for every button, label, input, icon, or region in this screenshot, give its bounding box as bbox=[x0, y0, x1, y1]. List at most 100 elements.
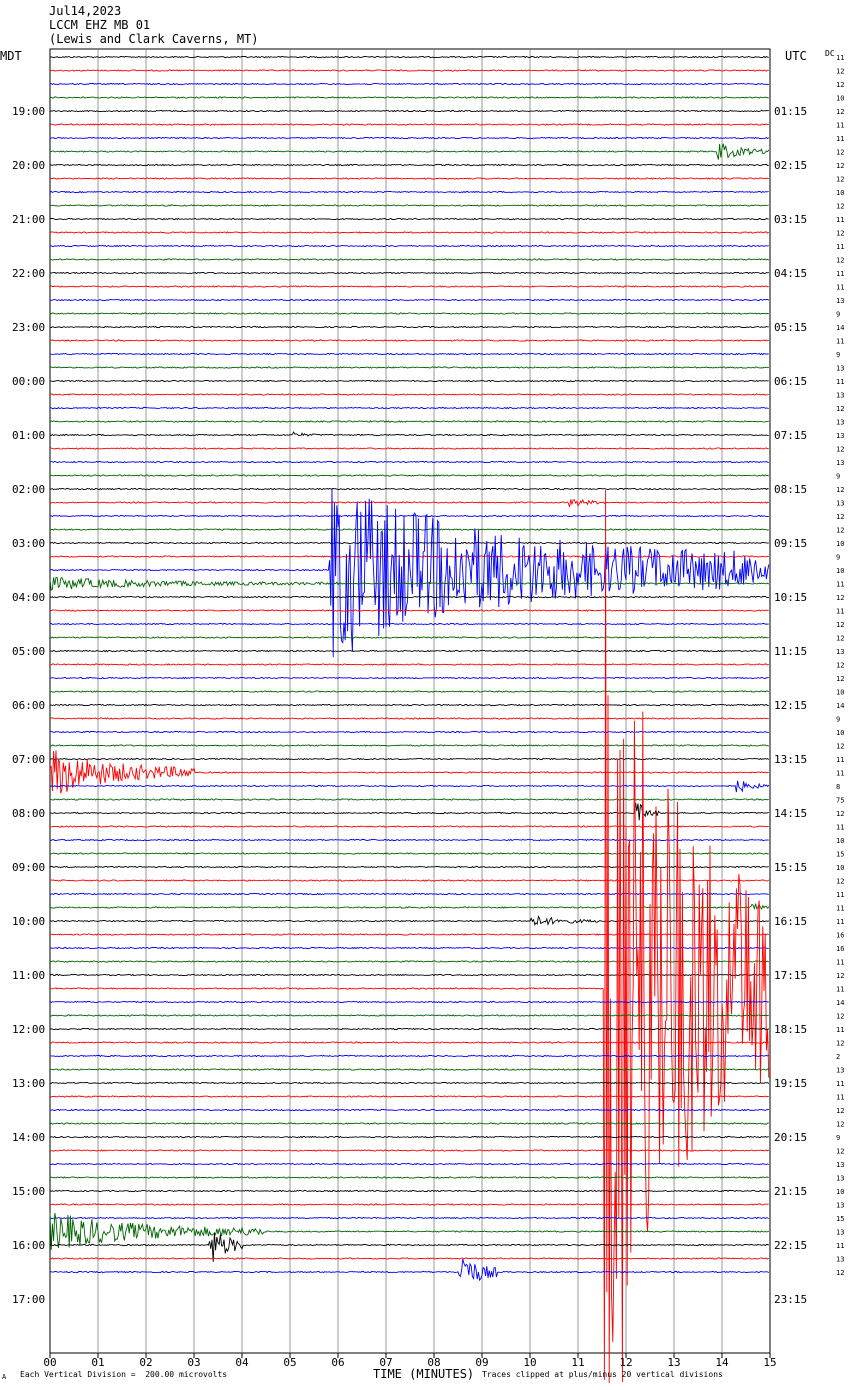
trace-line bbox=[49, 1014, 770, 1017]
dc-offset-value: 12 bbox=[836, 1040, 844, 1048]
dc-offset-value: 13 bbox=[836, 1256, 844, 1264]
dc-offset-value: 14 bbox=[836, 999, 844, 1007]
left-hour-label: 16:00 bbox=[12, 1239, 45, 1252]
dc-offset-value: 12 bbox=[836, 878, 844, 886]
dc-offset-value: 9 bbox=[836, 554, 840, 562]
left-hour-label: 04:00 bbox=[12, 591, 45, 604]
dc-offset-value: 12 bbox=[836, 810, 844, 818]
dc-offset-value: 13 bbox=[836, 500, 844, 508]
right-timezone-label: UTC bbox=[785, 49, 807, 63]
trace-line bbox=[49, 1027, 770, 1031]
trace-line bbox=[49, 973, 769, 977]
dc-offset-value: 11 bbox=[836, 216, 844, 224]
dc-offset-value: 12 bbox=[836, 621, 844, 629]
trace-line bbox=[50, 879, 770, 882]
dc-offset-value: 12 bbox=[836, 162, 844, 170]
trace-line bbox=[49, 1257, 770, 1260]
left-hour-label: 02:00 bbox=[12, 483, 45, 496]
trace-line bbox=[50, 802, 769, 821]
right-hour-label: 06:15 bbox=[774, 375, 807, 388]
trace-line bbox=[49, 204, 769, 207]
dc-offset-value: 14 bbox=[836, 702, 844, 710]
dc-offset-value: 16 bbox=[836, 932, 844, 940]
trace-line bbox=[49, 744, 769, 747]
trace-line bbox=[49, 217, 769, 221]
right-hour-label: 19:15 bbox=[774, 1077, 807, 1090]
left-hour-label: 12:00 bbox=[12, 1023, 45, 1036]
left-hour-label: 09:00 bbox=[12, 861, 45, 874]
right-hour-label: 08:15 bbox=[774, 483, 807, 496]
trace-line bbox=[49, 366, 769, 369]
trace-line bbox=[49, 933, 770, 936]
dc-offset-value: 11 bbox=[836, 135, 844, 143]
left-hour-label: 11:00 bbox=[12, 969, 45, 982]
dc-offset-value: 12 bbox=[836, 446, 844, 454]
dc-offset-value: 11 bbox=[836, 905, 844, 913]
dc-offset-value: 9 bbox=[836, 473, 840, 481]
x-tick-label: 15 bbox=[763, 1356, 776, 1369]
trace-line bbox=[49, 892, 769, 896]
trace-line bbox=[49, 55, 769, 59]
dc-offset-value: 9 bbox=[836, 351, 840, 359]
trace-line bbox=[49, 447, 769, 450]
right-hour-label: 17:15 bbox=[774, 969, 807, 982]
trace-line bbox=[49, 352, 769, 356]
dc-offset-value: 2 bbox=[836, 1053, 840, 1061]
trace-line bbox=[49, 190, 769, 194]
trace-line bbox=[49, 1000, 769, 1004]
x-tick-label: 13 bbox=[667, 1356, 680, 1369]
dc-offset-value: 9 bbox=[836, 1134, 840, 1142]
trace-line bbox=[49, 649, 769, 653]
right-hour-label: 20:15 bbox=[774, 1131, 807, 1144]
right-hour-label: 09:15 bbox=[774, 537, 807, 550]
x-tick-label: 10 bbox=[523, 1356, 536, 1369]
dc-offset-value: 11 bbox=[836, 378, 844, 386]
left-hour-label: 19:00 bbox=[12, 105, 45, 118]
dc-offset-value: 9 bbox=[836, 716, 840, 724]
dc-offset-value: 10 bbox=[836, 540, 844, 548]
dc-offset-value: 13 bbox=[836, 1161, 844, 1169]
dc-offset-value: 13 bbox=[836, 1202, 844, 1210]
dc-offset-value: 12 bbox=[836, 203, 844, 211]
trace-line bbox=[49, 609, 769, 612]
station-code: LCCM EHZ MB 01 bbox=[49, 18, 151, 32]
trace-line bbox=[49, 1095, 769, 1098]
dc-offset-value: 11 bbox=[836, 54, 844, 62]
dc-offset-value: 12 bbox=[836, 68, 844, 76]
dc-offset-value: 12 bbox=[836, 108, 844, 116]
x-tick-label: 09 bbox=[475, 1356, 488, 1369]
trace-line bbox=[49, 109, 769, 113]
trace-line bbox=[49, 420, 769, 423]
trace-line bbox=[49, 406, 769, 410]
trace-line bbox=[49, 1068, 770, 1071]
trace-line bbox=[49, 339, 769, 342]
dc-offset-value: 10 bbox=[836, 189, 844, 197]
station-location: (Lewis and Clark Caverns, MT) bbox=[49, 32, 259, 46]
dc-offset-value: 12 bbox=[836, 1148, 844, 1156]
trace-line bbox=[49, 431, 769, 437]
dc-offset-value: 13 bbox=[836, 459, 844, 467]
trace-line bbox=[49, 82, 769, 86]
dc-offset-value: 10 bbox=[836, 567, 844, 575]
trace-line bbox=[49, 1216, 769, 1220]
trace-line bbox=[49, 143, 770, 160]
left-hour-label: 10:00 bbox=[12, 915, 45, 928]
trace-line bbox=[49, 541, 769, 545]
dc-offset-value: 11 bbox=[836, 1094, 844, 1102]
dc-offset-value: 10 bbox=[836, 689, 844, 697]
trace-line bbox=[49, 663, 770, 666]
dc-offset-value: 14 bbox=[836, 324, 844, 332]
dc-offset-value: 11 bbox=[836, 756, 844, 764]
x-tick-label: 14 bbox=[715, 1356, 729, 1369]
trace-line bbox=[50, 798, 769, 801]
trace-line bbox=[49, 163, 769, 167]
dc-offset-value: 11 bbox=[836, 1026, 844, 1034]
dc-offset-value: 8 bbox=[836, 783, 840, 791]
dc-offset-value: 13 bbox=[836, 392, 844, 400]
dc-offset-value: 12 bbox=[836, 81, 844, 89]
dc-offset-value: 13 bbox=[836, 432, 844, 440]
footer-mark: A bbox=[2, 1373, 7, 1381]
left-hour-label: 00:00 bbox=[12, 375, 45, 388]
trace-line bbox=[49, 514, 769, 518]
